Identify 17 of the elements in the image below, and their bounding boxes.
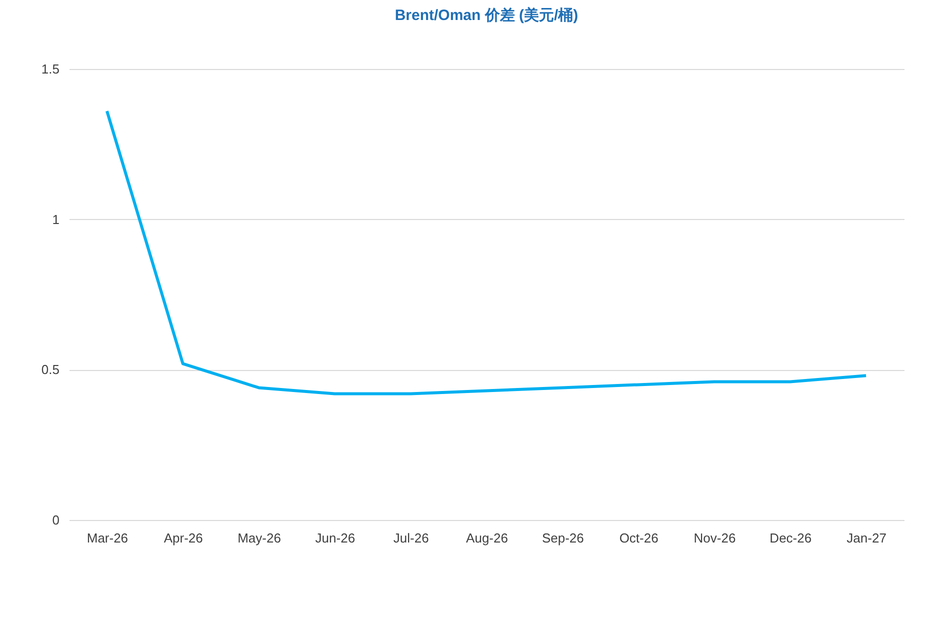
x-tick-label: Mar-26 bbox=[86, 530, 128, 546]
x-tick-label: Apr-26 bbox=[164, 530, 203, 546]
x-tick-label: Sep-26 bbox=[542, 530, 584, 546]
x-tick-label: Dec-26 bbox=[770, 530, 812, 546]
x-tick-label: Nov-26 bbox=[694, 530, 736, 546]
y-tick-label: 1.5 bbox=[41, 62, 60, 76]
x-tick-label: Jul-26 bbox=[393, 530, 429, 546]
chart-title: Brent/Oman 价差 (美元/桶) bbox=[394, 6, 578, 24]
x-tick-label: Oct-26 bbox=[619, 530, 658, 546]
line-series bbox=[105, 110, 868, 396]
x-tick-label: Jun-26 bbox=[315, 530, 356, 546]
y-tick-label: 0.5 bbox=[41, 362, 60, 378]
x-tick-label: Jan-27 bbox=[846, 530, 886, 546]
x-tick-label: Aug-26 bbox=[466, 530, 508, 546]
x-tick-label: May-26 bbox=[238, 530, 281, 546]
y-tick-label: 1 bbox=[52, 212, 60, 227]
y-tick-label: 0 bbox=[52, 512, 60, 528]
